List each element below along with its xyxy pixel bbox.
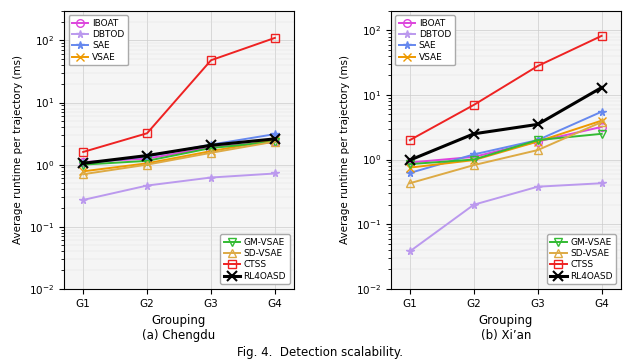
SAE: [207, 143, 215, 147]
SD-VSAE: [598, 120, 605, 124]
X-axis label: Grouping
(b) Xi’an: Grouping (b) Xi’an: [479, 314, 533, 342]
DBTOD: [534, 184, 541, 189]
Line: CTSS: CTSS: [406, 32, 605, 144]
Line: SD-VSAE: SD-VSAE: [79, 138, 279, 178]
VSAE: [470, 158, 477, 162]
VSAE: [271, 138, 279, 142]
Line: CTSS: CTSS: [79, 34, 279, 156]
IBOAT: [406, 160, 413, 165]
CTSS: [79, 150, 87, 154]
DBTOD: [143, 183, 151, 188]
Line: VSAE: VSAE: [79, 136, 279, 175]
IBOAT: [598, 125, 605, 129]
Line: SAE: SAE: [406, 108, 605, 177]
RL4OASD: [207, 143, 215, 147]
Line: GM-VSAE: GM-VSAE: [406, 130, 605, 168]
VSAE: [534, 139, 541, 144]
IBOAT: [271, 140, 279, 144]
CTSS: [534, 64, 541, 68]
GM-VSAE: [79, 162, 87, 167]
SD-VSAE: [534, 148, 541, 152]
IBOAT: [207, 145, 215, 149]
Y-axis label: Average runtime per trajectory (ms): Average runtime per trajectory (ms): [13, 55, 23, 244]
RL4OASD: [598, 86, 605, 90]
IBOAT: [470, 155, 477, 159]
DBTOD: [470, 203, 477, 207]
SD-VSAE: [406, 181, 413, 186]
IBOAT: [143, 156, 151, 161]
SAE: [406, 171, 413, 175]
GM-VSAE: [207, 146, 215, 150]
SD-VSAE: [143, 162, 151, 167]
DBTOD: [406, 249, 413, 253]
SAE: [534, 138, 541, 142]
Y-axis label: Average runtime per trajectory (ms): Average runtime per trajectory (ms): [340, 55, 350, 244]
DBTOD: [207, 175, 215, 180]
SD-VSAE: [207, 151, 215, 155]
RL4OASD: [143, 153, 151, 158]
RL4OASD: [470, 132, 477, 136]
VSAE: [79, 169, 87, 174]
GM-VSAE: [470, 157, 477, 162]
RL4OASD: [406, 158, 413, 162]
Line: DBTOD: DBTOD: [406, 179, 605, 255]
CTSS: [207, 58, 215, 62]
Line: SAE: SAE: [79, 130, 279, 167]
Line: GM-VSAE: GM-VSAE: [79, 138, 279, 169]
GM-VSAE: [271, 139, 279, 144]
VSAE: [143, 161, 151, 165]
CTSS: [470, 103, 477, 107]
VSAE: [598, 118, 605, 123]
GM-VSAE: [534, 138, 541, 142]
CTSS: [598, 34, 605, 38]
Line: SD-VSAE: SD-VSAE: [406, 118, 605, 187]
X-axis label: Grouping
(a) Chengdu: Grouping (a) Chengdu: [143, 314, 216, 342]
SAE: [271, 132, 279, 136]
SD-VSAE: [271, 139, 279, 144]
RL4OASD: [271, 137, 279, 141]
CTSS: [271, 36, 279, 40]
SAE: [143, 155, 151, 159]
IBOAT: [79, 160, 87, 164]
RL4OASD: [534, 122, 541, 127]
SD-VSAE: [79, 172, 87, 177]
VSAE: [207, 149, 215, 153]
SAE: [79, 161, 87, 165]
CTSS: [406, 138, 413, 142]
SD-VSAE: [470, 163, 477, 167]
CTSS: [143, 131, 151, 135]
DBTOD: [271, 171, 279, 176]
GM-VSAE: [598, 132, 605, 136]
RL4OASD: [79, 161, 87, 165]
Line: RL4OASD: RL4OASD: [405, 83, 607, 165]
IBOAT: [534, 139, 541, 144]
Text: Fig. 4.  Detection scalability.: Fig. 4. Detection scalability.: [237, 346, 403, 359]
Legend: GM-VSAE, SD-VSAE, CTSS, RL4OASD: GM-VSAE, SD-VSAE, CTSS, RL4OASD: [220, 234, 289, 284]
Line: IBOAT: IBOAT: [79, 138, 279, 166]
Legend: GM-VSAE, SD-VSAE, CTSS, RL4OASD: GM-VSAE, SD-VSAE, CTSS, RL4OASD: [547, 234, 616, 284]
Line: IBOAT: IBOAT: [406, 123, 605, 166]
SAE: [598, 109, 605, 114]
Line: VSAE: VSAE: [406, 117, 605, 171]
GM-VSAE: [143, 159, 151, 163]
Line: RL4OASD: RL4OASD: [78, 134, 280, 168]
Line: DBTOD: DBTOD: [79, 170, 279, 204]
SAE: [470, 152, 477, 157]
GM-VSAE: [406, 162, 413, 166]
DBTOD: [79, 198, 87, 202]
VSAE: [406, 165, 413, 170]
DBTOD: [598, 181, 605, 186]
